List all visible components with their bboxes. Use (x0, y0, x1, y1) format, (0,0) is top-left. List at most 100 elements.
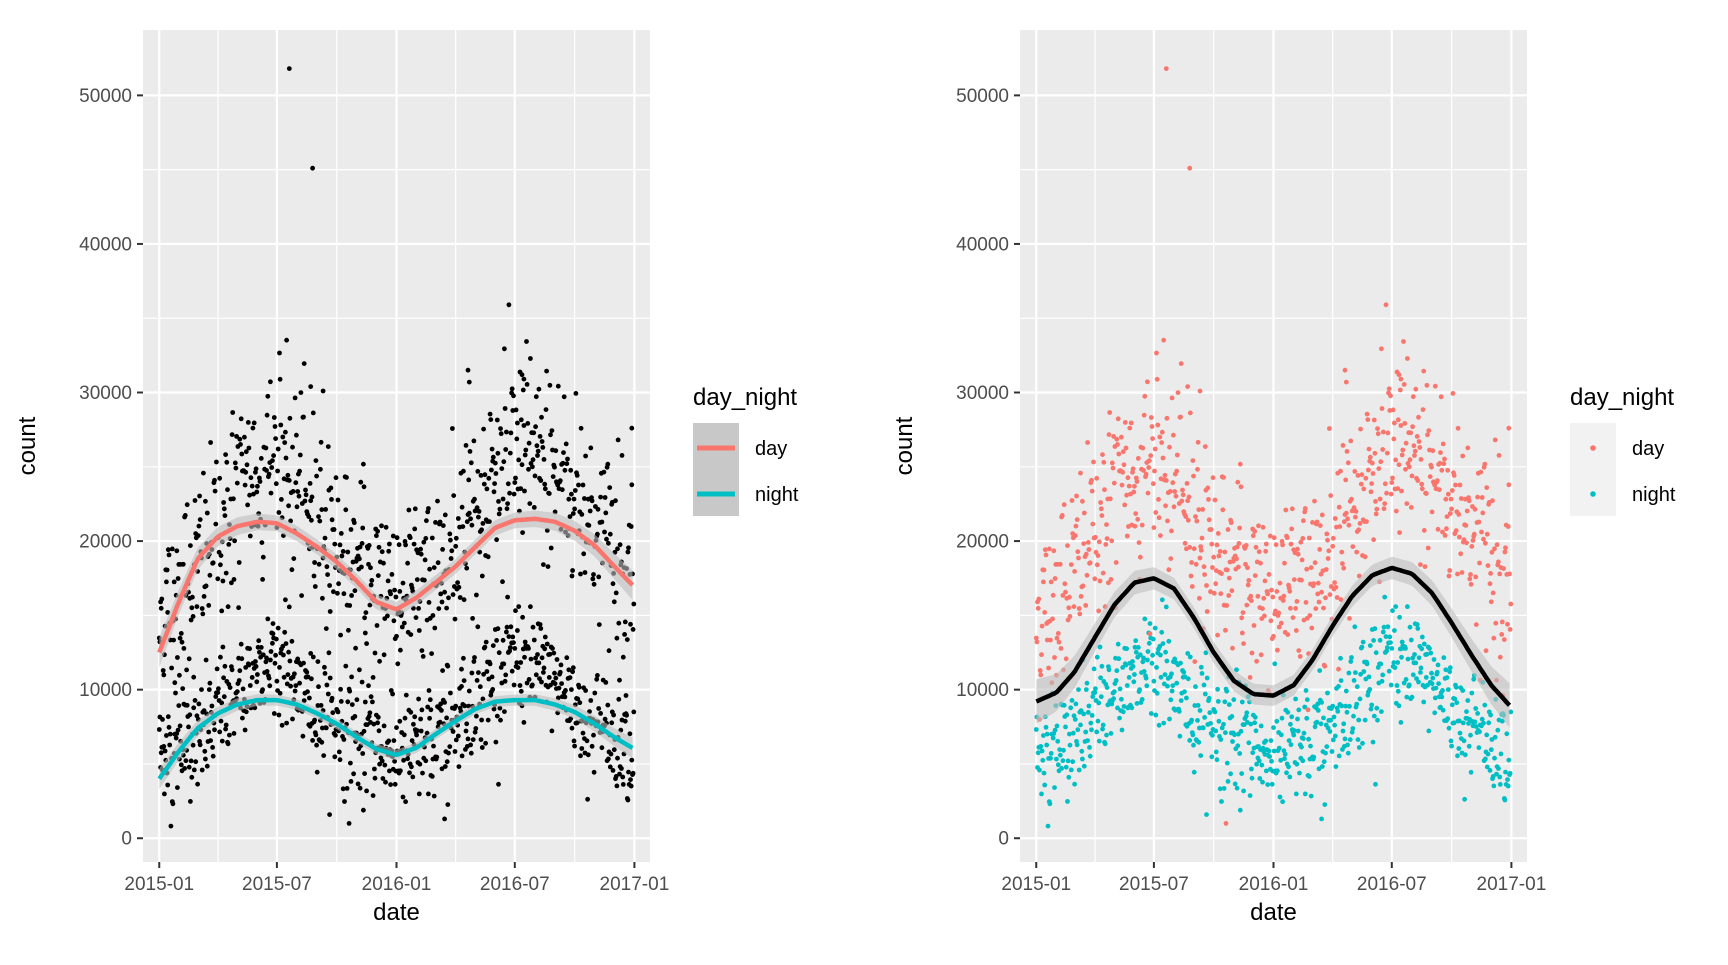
scatter-point-day (1406, 464, 1412, 470)
scatter-point-night (1150, 636, 1156, 642)
scatter-point-night (382, 762, 388, 768)
scatter-point-night (158, 750, 164, 756)
scatter-point-night (585, 752, 591, 758)
scatter-point-night (1375, 717, 1380, 723)
scatter-point-day (1350, 544, 1356, 549)
scatter-point-night (1148, 711, 1154, 716)
scatter-point-day (1507, 627, 1513, 632)
scatter-point-night (608, 751, 614, 757)
scatter-point-night (468, 750, 474, 756)
scatter-point-day (549, 428, 555, 433)
scatter-point-night (1466, 743, 1472, 749)
scatter-point-day (273, 436, 278, 441)
scatter-point-night (1296, 707, 1302, 713)
scatter-point-night (1449, 702, 1455, 708)
scatter-point-day (337, 542, 343, 548)
scatter-point-day (1107, 496, 1113, 502)
scatter-point-night (218, 718, 224, 724)
scatter-point-night (606, 756, 611, 762)
scatter-point-night (1289, 714, 1295, 720)
scatter-point-day (435, 498, 440, 504)
scatter-point-day (333, 475, 339, 481)
scatter-point-day (1211, 590, 1217, 596)
scatter-point-night (1073, 701, 1079, 707)
scatter-point-night (429, 774, 435, 779)
x-axis-title: date (373, 899, 420, 926)
scatter-point-day (504, 429, 509, 435)
scatter-point-night (1451, 720, 1457, 726)
scatter-point-night (509, 668, 515, 674)
scatter-point-day (1384, 490, 1389, 496)
scatter-point-day (1063, 589, 1068, 595)
scatter-point-day (1471, 531, 1477, 537)
scatter-point-day (424, 518, 429, 524)
scatter-point-night (472, 655, 477, 660)
scatter-point-night (1085, 738, 1090, 743)
scatter-point-day (1198, 547, 1204, 553)
scatter-point-day (1323, 567, 1329, 572)
scatter-point-day (607, 485, 613, 490)
scatter-point-night (514, 660, 520, 665)
scatter-point-day (319, 507, 325, 512)
scatter-point-night (1457, 718, 1462, 724)
scatter-point-day (1137, 554, 1143, 560)
scatter-point-day (1223, 821, 1229, 826)
scatter-point-day (207, 572, 213, 578)
scatter-point-day (476, 514, 481, 520)
scatter-point-day (1271, 633, 1276, 639)
scatter-point-day (1073, 523, 1079, 529)
scatter-point-day (335, 590, 340, 596)
scatter-point-day (1453, 482, 1458, 488)
scatter-point-day (498, 426, 503, 431)
scatter-point-night (162, 748, 168, 754)
scatter-point-day (1430, 448, 1436, 454)
x-tick-label: 2015-07 (242, 874, 312, 895)
scatter-point-day (298, 390, 304, 395)
scatter-point-day (242, 482, 248, 488)
scatter-point-night (1172, 656, 1178, 662)
scatter-point-day (1266, 572, 1272, 577)
scatter-point-day (272, 424, 278, 429)
scatter-point-day (523, 447, 529, 453)
scatter-point-night (589, 743, 595, 749)
scatter-point-night (1360, 639, 1366, 645)
scatter-point-night (1039, 748, 1045, 754)
scatter-point-day (1048, 579, 1054, 585)
scatter-point-night (1133, 638, 1139, 644)
scatter-point-night (566, 667, 572, 673)
scatter-point-day (271, 453, 276, 458)
scatter-point-night (418, 728, 424, 734)
scatter-point-night (552, 681, 558, 687)
scatter-point-day (1120, 469, 1126, 475)
scatter-point-day (400, 580, 406, 586)
scatter-point-night (549, 728, 555, 734)
scatter-point-night (1067, 742, 1073, 748)
scatter-point-day (1418, 457, 1424, 462)
scatter-point-day (498, 431, 504, 437)
scatter-point-night (270, 640, 275, 646)
scatter-point-day (1123, 445, 1129, 451)
scatter-point-day (602, 495, 608, 500)
scatter-point-night (1432, 710, 1438, 716)
scatter-point-night (357, 785, 363, 791)
scatter-point-night (1070, 730, 1076, 736)
scatter-point-day (1183, 514, 1189, 519)
scatter-point-night (1330, 703, 1336, 709)
scatter-point-night (1347, 737, 1353, 742)
scatter-point-day (1497, 654, 1503, 660)
scatter-point-night (1134, 701, 1140, 706)
scatter-point-day (1163, 478, 1169, 483)
scatter-point-day (535, 448, 541, 454)
scatter-point-night (1068, 767, 1074, 773)
scatter-point-day (268, 379, 273, 385)
scatter-point-night (465, 736, 471, 742)
scatter-point-day (1258, 560, 1263, 566)
scatter-point-night (541, 665, 547, 671)
scatter-point-night (175, 727, 181, 733)
scatter-point-day (310, 410, 316, 416)
scatter-point-night (1412, 652, 1417, 657)
scatter-point-night (323, 725, 329, 731)
scatter-point-night (409, 764, 414, 770)
scatter-point-night (1259, 762, 1265, 768)
scatter-point-day (1373, 499, 1378, 504)
